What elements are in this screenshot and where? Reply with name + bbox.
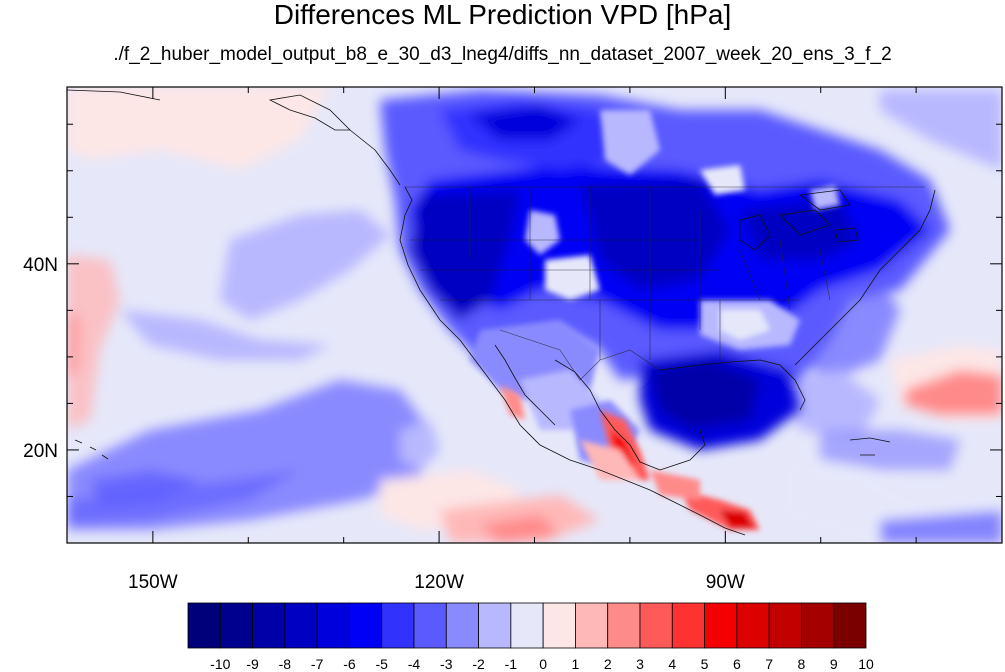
colorbar-swatch — [607, 602, 641, 649]
colorbar-label: -10 — [210, 656, 230, 672]
lon-tick-label: 90W — [706, 572, 745, 593]
colorbar — [187, 602, 867, 649]
colorbar-label: -5 — [375, 656, 388, 672]
axis-ticks — [67, 87, 1002, 543]
colorbar-swatch — [349, 602, 383, 649]
colorbar-swatch — [542, 602, 576, 649]
colorbar-swatch — [413, 602, 447, 649]
colorbar-label: 10 — [858, 656, 874, 672]
colorbar-swatch — [187, 602, 221, 649]
political-borders — [405, 186, 925, 381]
lon-tick-label: 120W — [414, 572, 464, 593]
colorbar-swatch — [478, 602, 512, 649]
lat-tick-label: 20N — [23, 441, 58, 462]
colorbar-swatch — [639, 602, 673, 649]
colorbar-swatch — [252, 602, 286, 649]
colorbar-swatch — [801, 602, 835, 649]
coastlines — [67, 89, 936, 536]
colorbar-swatch — [833, 602, 867, 649]
interior-light-patches — [470, 110, 840, 470]
map-field — [67, 87, 1002, 543]
colorbar-label: -8 — [279, 656, 292, 672]
colorbar-label: -6 — [343, 656, 356, 672]
colorbar-swatch — [381, 602, 415, 649]
colorbar-label: 4 — [668, 656, 676, 672]
colorbar-label: 3 — [636, 656, 644, 672]
colorbar-swatch — [704, 602, 738, 649]
colorbar-label: 9 — [830, 656, 838, 672]
colorbar-swatch — [219, 602, 253, 649]
colorbar-label: -2 — [472, 656, 485, 672]
colorbar-label: 8 — [798, 656, 806, 672]
colorbar-label: 2 — [604, 656, 612, 672]
colorbar-label: -3 — [440, 656, 453, 672]
axis-labels: 150W 120W 90W 40N 20N — [23, 255, 745, 593]
colorbar-label: -4 — [408, 656, 421, 672]
colorbar-swatch — [575, 602, 609, 649]
colorbar-swatch — [510, 602, 544, 649]
colorbar-label: -1 — [505, 656, 518, 672]
colorbar-swatch — [768, 602, 802, 649]
colorbar-swatch — [445, 602, 479, 649]
map-subtitle: ./f_2_huber_model_output_b8_e_30_d3_lneg… — [113, 44, 892, 65]
colorbar-label: 6 — [733, 656, 741, 672]
mexico-positive-anomaly — [500, 385, 760, 530]
lat-tick-label: 40N — [23, 255, 58, 276]
lon-tick-label: 150W — [128, 572, 178, 593]
colorbar-label: 1 — [572, 656, 580, 672]
colorbar-swatch — [316, 602, 350, 649]
map-title: Differences ML Prediction VPD [hPa] — [273, 0, 732, 30]
colorbar-label: 7 — [765, 656, 773, 672]
colorbar-labels: -10 -9 -8 -7 -6 -5 -4 -3 -2 -1 0 1 2 3 4 5 6 7 8 9 10 — [210, 656, 874, 672]
colorbar-swatch — [671, 602, 705, 649]
colorbar-swatch — [736, 602, 770, 649]
colorbar-swatch — [284, 602, 318, 649]
colorbar-label: -9 — [246, 656, 259, 672]
colorbar-label: 5 — [701, 656, 709, 672]
colorbar-label: -7 — [311, 656, 324, 672]
colorbar-label: 0 — [539, 656, 547, 672]
